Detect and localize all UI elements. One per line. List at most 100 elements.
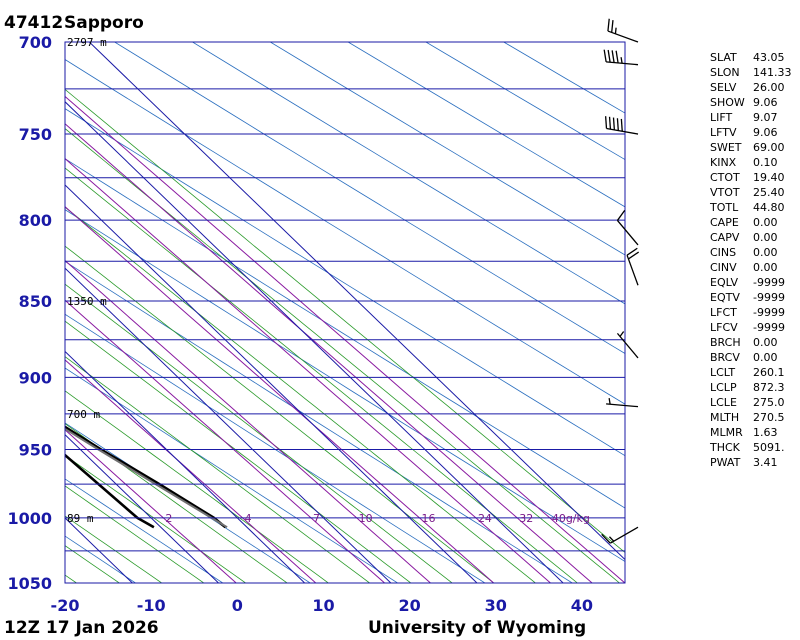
index-name: LFTV xyxy=(710,126,737,139)
index-value: 270.5 xyxy=(753,411,785,424)
moist-adiabat-line xyxy=(65,454,247,583)
index-name: SHOW xyxy=(710,96,745,109)
wind-barb xyxy=(616,210,639,246)
dry-adiabat-line xyxy=(65,209,625,562)
plot-frame xyxy=(64,41,626,584)
index-name: LCLP xyxy=(710,381,737,394)
dry-adiabat-line xyxy=(113,42,625,354)
mixing-ratio-label: 10 xyxy=(359,512,373,525)
isotherms xyxy=(65,42,625,583)
indices-table: SLAT 43.05 SLON 141.33 SELV 26.00 SHOW 9.06 LIFT… xyxy=(709,51,792,469)
height-label: 2797 m xyxy=(67,36,107,49)
index-name: BRCH xyxy=(710,336,741,349)
index-name: SLON xyxy=(710,66,740,79)
mixing-ratio-label: 32 xyxy=(519,512,533,525)
dry-adiabat-line xyxy=(65,59,625,405)
mixing-ratio-label: 4 xyxy=(245,512,252,525)
temperature-tick-label: 10 xyxy=(312,596,334,615)
dry-adiabat-line xyxy=(65,478,224,583)
mixing-ratio-label: 2 xyxy=(165,512,172,525)
mixing-ratio-label: 16 xyxy=(421,512,435,525)
moist-adiabat-line xyxy=(65,88,625,553)
pressure-tick-label: 900 xyxy=(19,368,52,387)
index-name: LCLE xyxy=(710,396,737,409)
pressure-tick-label: 1000 xyxy=(7,509,52,528)
index-value: 9.06 xyxy=(753,96,778,109)
index-name: KINX xyxy=(710,156,737,169)
index-value: 5091. xyxy=(753,441,785,454)
index-value: -9999 xyxy=(753,276,785,289)
index-value: 69.00 xyxy=(753,141,785,154)
index-value: 0.00 xyxy=(753,261,778,274)
index-value: 1.63 xyxy=(753,426,778,439)
mixing-ratio-label: 7 xyxy=(313,512,320,525)
isotherm-line xyxy=(65,350,306,583)
index-value: 0.00 xyxy=(753,246,778,259)
isotherm-line xyxy=(65,267,392,583)
mixing-ratio-label: 24 xyxy=(478,512,492,525)
index-value: 872.3 xyxy=(753,381,785,394)
index-name: LCLT xyxy=(710,366,735,379)
dry-adiabat-line xyxy=(269,42,625,256)
mixing-ratio-line xyxy=(65,157,552,583)
index-name: CAPE xyxy=(710,216,739,229)
index-name: PWAT xyxy=(710,456,741,469)
wind-barb xyxy=(626,247,640,286)
index-name: BRCV xyxy=(710,351,740,364)
isotherm-line xyxy=(65,101,564,583)
index-name: SELV xyxy=(710,81,737,94)
pressure-tick-label: 850 xyxy=(19,292,52,311)
index-name: LFCT xyxy=(710,306,737,319)
station-name: Sapporo xyxy=(64,13,144,33)
wind-barb xyxy=(606,397,639,408)
temperature-tick-label: -10 xyxy=(137,596,166,615)
wind-barbs xyxy=(601,18,640,544)
wind-barb xyxy=(616,331,639,359)
moist-adiabat-line xyxy=(65,390,329,583)
index-name: EQLV xyxy=(710,276,739,289)
moist-adiabat-line xyxy=(65,356,371,583)
pressure-tick-label: 950 xyxy=(19,440,52,459)
mixing-ratio-line xyxy=(65,123,593,583)
index-value: 0.00 xyxy=(753,351,778,364)
index-name: CAPV xyxy=(710,231,740,244)
pressure-tick-label: 800 xyxy=(19,211,52,230)
index-value: 25.40 xyxy=(753,186,785,199)
moist-adiabat-line xyxy=(65,245,495,583)
index-name: EQTV xyxy=(710,291,740,304)
isotherm-line xyxy=(65,184,478,583)
wind-barb xyxy=(601,526,639,544)
dry-adiabat-line xyxy=(425,42,625,161)
index-name: TOTL xyxy=(709,201,739,214)
index-value: 260.1 xyxy=(753,366,785,379)
index-value: 275.0 xyxy=(753,396,785,409)
index-value: 3.41 xyxy=(753,456,778,469)
dry-adiabat-line xyxy=(502,42,625,114)
index-name: MLTH xyxy=(710,411,739,424)
dry-adiabat-line xyxy=(65,367,399,583)
height-label: 1350 m xyxy=(67,295,107,308)
axis-labels: 700 750 800 850 900 950 1000 1050 -20 -10 0 10 20 30 4… xyxy=(7,33,593,615)
index-name: MLMR xyxy=(710,426,743,439)
index-value: 19.40 xyxy=(753,171,785,184)
mixing-ratio-line xyxy=(65,95,625,583)
index-name: LFCV xyxy=(710,321,738,334)
pressure-tick-label: 750 xyxy=(19,125,52,144)
temperature-tick-label: -20 xyxy=(51,596,80,615)
index-name: LIFT xyxy=(710,111,733,124)
sounding-lines xyxy=(65,425,228,529)
index-value: 0.00 xyxy=(753,231,778,244)
index-value: 43.05 xyxy=(753,51,785,64)
temperature-tick-label: 0 xyxy=(232,596,243,615)
moist-adiabats xyxy=(65,88,625,583)
height-label: 700 m xyxy=(67,408,100,421)
wind-barb xyxy=(604,116,639,135)
isotherm-line xyxy=(65,433,220,583)
height-label: 89 m xyxy=(67,512,94,525)
mixing-ratio-label: 40g/kg xyxy=(552,512,590,525)
index-value: 44.80 xyxy=(753,201,785,214)
temperature-tick-label: 20 xyxy=(398,596,420,615)
index-name: CINV xyxy=(710,261,737,274)
temperature-tick-label: 40 xyxy=(571,596,593,615)
